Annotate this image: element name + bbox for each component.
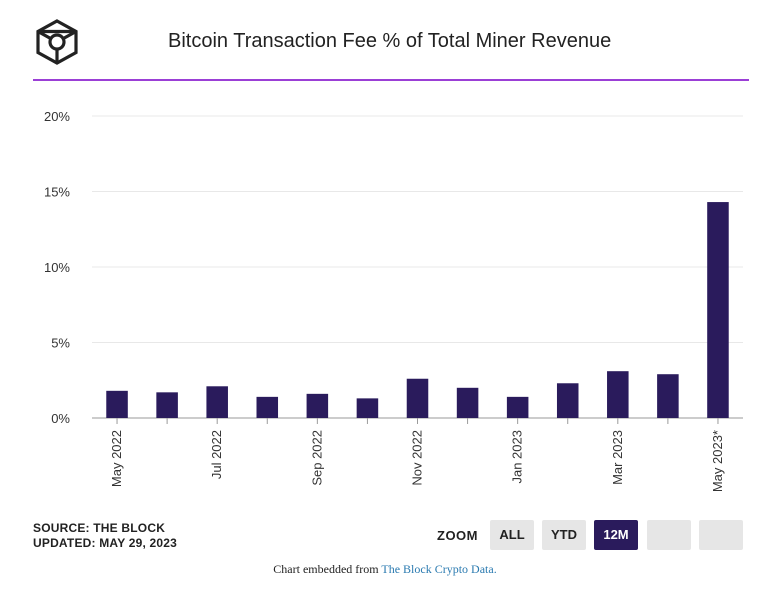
bar-jul-2022 [206,386,228,418]
x-tick-label: Sep 2022 [309,430,324,486]
updated-label: UPDATED: MAY 29, 2023 [33,536,178,550]
x-tick-label: May 2023* [710,430,725,492]
embed-credit: Chart embedded from The Block Crypto Dat… [0,562,770,577]
bar-nov-2022 [406,378,429,418]
x-tick-label: Jan 2023 [510,430,525,484]
bar-may-2022 [106,390,128,418]
bar-dec-2022 [456,387,479,418]
bar-oct-2022 [356,398,379,418]
zoom-12m-button[interactable]: 12M [594,520,638,550]
bar-jun-2022 [156,392,178,418]
bar-jan-2023 [506,396,529,418]
source-info: SOURCE: THE BLOCK UPDATED: MAY 29, 2023 [33,521,177,551]
y-tick-label: 20% [44,109,70,124]
y-tick-label: 5% [51,336,70,351]
y-tick-label: 15% [44,185,70,200]
x-tick-label: Jul 2022 [209,430,224,479]
embed-link[interactable]: The Block Crypto Data. [381,562,497,576]
y-tick-label: 10% [44,260,70,275]
the-block-cube-logo-icon [36,19,78,65]
bar-mar-2023 [607,371,629,418]
embed-prefix: Chart embedded from [273,562,382,576]
title-divider [33,79,749,81]
bar-chart: 0% 5% 10% 15% 20% May 2022 Jul 2022 Sep 2022 Nov… [44,109,743,492]
x-tick-label: Mar 2023 [610,430,625,485]
bar-may-2023 [707,202,729,418]
bar-apr-2023 [657,374,679,418]
zoom-extra-button-2[interactable] [699,520,743,550]
bar-sep-2022 [306,393,329,418]
zoom-extra-button-1[interactable] [647,520,691,550]
x-tick-label: May 2022 [109,430,124,487]
bar-aug-2022 [256,396,279,418]
zoom-all-button[interactable]: ALL [490,520,534,550]
source-label: SOURCE: THE BLOCK [33,521,166,535]
zoom-ytd-button[interactable]: YTD [542,520,586,550]
x-tick-label: Nov 2022 [410,430,425,486]
zoom-label: ZOOM [437,528,478,543]
y-tick-label: 0% [51,411,70,426]
chart-title: Bitcoin Transaction Fee % of Total Miner… [168,30,612,52]
bar-feb-2023 [556,383,579,418]
